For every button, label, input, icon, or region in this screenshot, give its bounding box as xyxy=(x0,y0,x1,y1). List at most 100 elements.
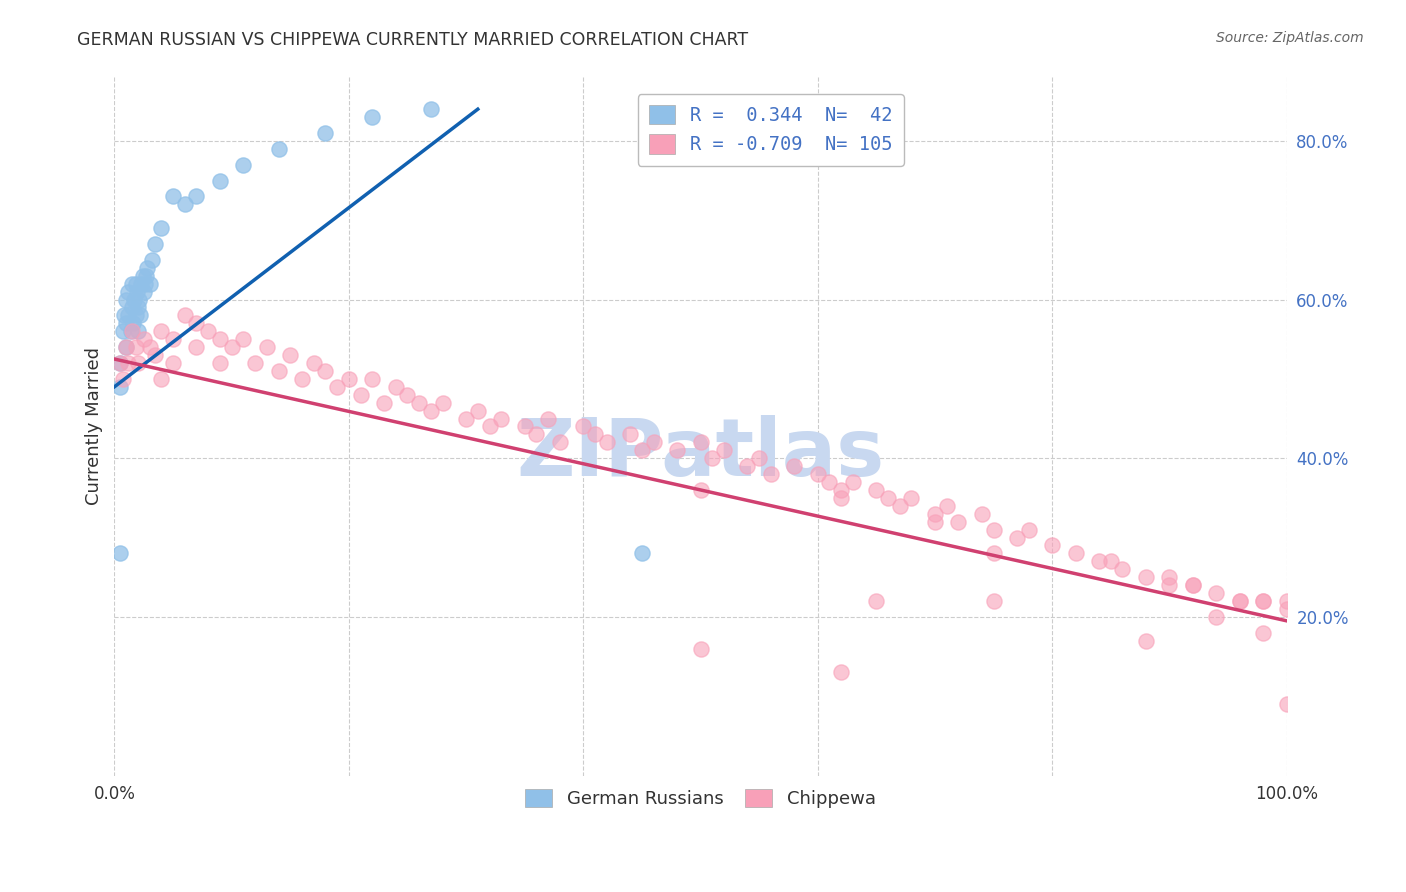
Point xyxy=(121,324,143,338)
Point xyxy=(243,356,266,370)
Point xyxy=(1275,602,1298,616)
Point xyxy=(1229,594,1251,608)
Y-axis label: Currently Married: Currently Married xyxy=(86,348,103,506)
Point xyxy=(583,427,606,442)
Point xyxy=(122,317,145,331)
Point xyxy=(865,594,887,608)
Point xyxy=(115,340,138,354)
Point xyxy=(1251,625,1274,640)
Point xyxy=(631,546,654,560)
Point xyxy=(666,443,689,458)
Point xyxy=(138,277,160,291)
Point xyxy=(572,419,595,434)
Point xyxy=(384,380,406,394)
Point xyxy=(232,332,254,346)
Point xyxy=(124,309,146,323)
Point xyxy=(150,372,173,386)
Point xyxy=(983,546,1005,560)
Point xyxy=(643,435,665,450)
Point xyxy=(127,356,149,370)
Point xyxy=(124,277,146,291)
Point xyxy=(478,419,501,434)
Point xyxy=(1229,594,1251,608)
Point xyxy=(208,356,231,370)
Point xyxy=(221,340,243,354)
Point xyxy=(689,483,711,497)
Point xyxy=(267,142,290,156)
Point xyxy=(783,459,806,474)
Point xyxy=(1275,594,1298,608)
Point xyxy=(131,277,153,291)
Point xyxy=(924,515,946,529)
Point xyxy=(124,293,146,307)
Point xyxy=(302,356,325,370)
Point xyxy=(110,356,132,370)
Point xyxy=(117,356,139,370)
Point xyxy=(631,443,654,458)
Point xyxy=(807,467,830,481)
Point xyxy=(110,356,132,370)
Point xyxy=(548,435,571,450)
Point xyxy=(141,252,163,267)
Point xyxy=(748,451,770,466)
Point xyxy=(314,364,336,378)
Point xyxy=(278,348,301,362)
Point xyxy=(1099,554,1122,568)
Point xyxy=(150,324,173,338)
Point xyxy=(702,451,724,466)
Point xyxy=(1251,594,1274,608)
Text: ZIPatlas: ZIPatlas xyxy=(516,416,884,493)
Point xyxy=(256,340,278,354)
Point xyxy=(111,324,134,338)
Point xyxy=(396,388,419,402)
Point xyxy=(115,340,138,354)
Point xyxy=(818,475,841,489)
Point xyxy=(1251,594,1274,608)
Point xyxy=(121,277,143,291)
Point xyxy=(537,411,560,425)
Point xyxy=(117,285,139,299)
Point xyxy=(526,427,548,442)
Point xyxy=(713,443,735,458)
Point xyxy=(689,435,711,450)
Point xyxy=(197,324,219,338)
Point xyxy=(1040,539,1063,553)
Point xyxy=(208,332,231,346)
Point xyxy=(924,507,946,521)
Point xyxy=(162,332,184,346)
Point xyxy=(1159,578,1181,592)
Point xyxy=(467,403,489,417)
Point xyxy=(419,403,441,417)
Point xyxy=(970,507,993,521)
Point xyxy=(162,356,184,370)
Point xyxy=(145,348,167,362)
Point xyxy=(132,332,155,346)
Point xyxy=(1275,697,1298,711)
Point xyxy=(877,491,900,505)
Point xyxy=(1018,523,1040,537)
Point xyxy=(110,380,132,394)
Point xyxy=(1088,554,1111,568)
Point xyxy=(1159,570,1181,584)
Point xyxy=(337,372,360,386)
Point xyxy=(432,395,454,409)
Point xyxy=(314,126,336,140)
Point xyxy=(935,499,957,513)
Point xyxy=(1135,570,1157,584)
Point xyxy=(136,260,159,275)
Point xyxy=(173,197,195,211)
Point xyxy=(830,491,852,505)
Point xyxy=(173,309,195,323)
Point xyxy=(117,309,139,323)
Point xyxy=(889,499,911,513)
Point xyxy=(1205,586,1227,600)
Point xyxy=(1205,610,1227,624)
Point xyxy=(1064,546,1087,560)
Point xyxy=(1135,633,1157,648)
Point xyxy=(127,301,149,315)
Point xyxy=(186,340,208,354)
Point xyxy=(408,395,430,409)
Point xyxy=(1111,562,1133,576)
Point xyxy=(983,523,1005,537)
Point xyxy=(112,309,135,323)
